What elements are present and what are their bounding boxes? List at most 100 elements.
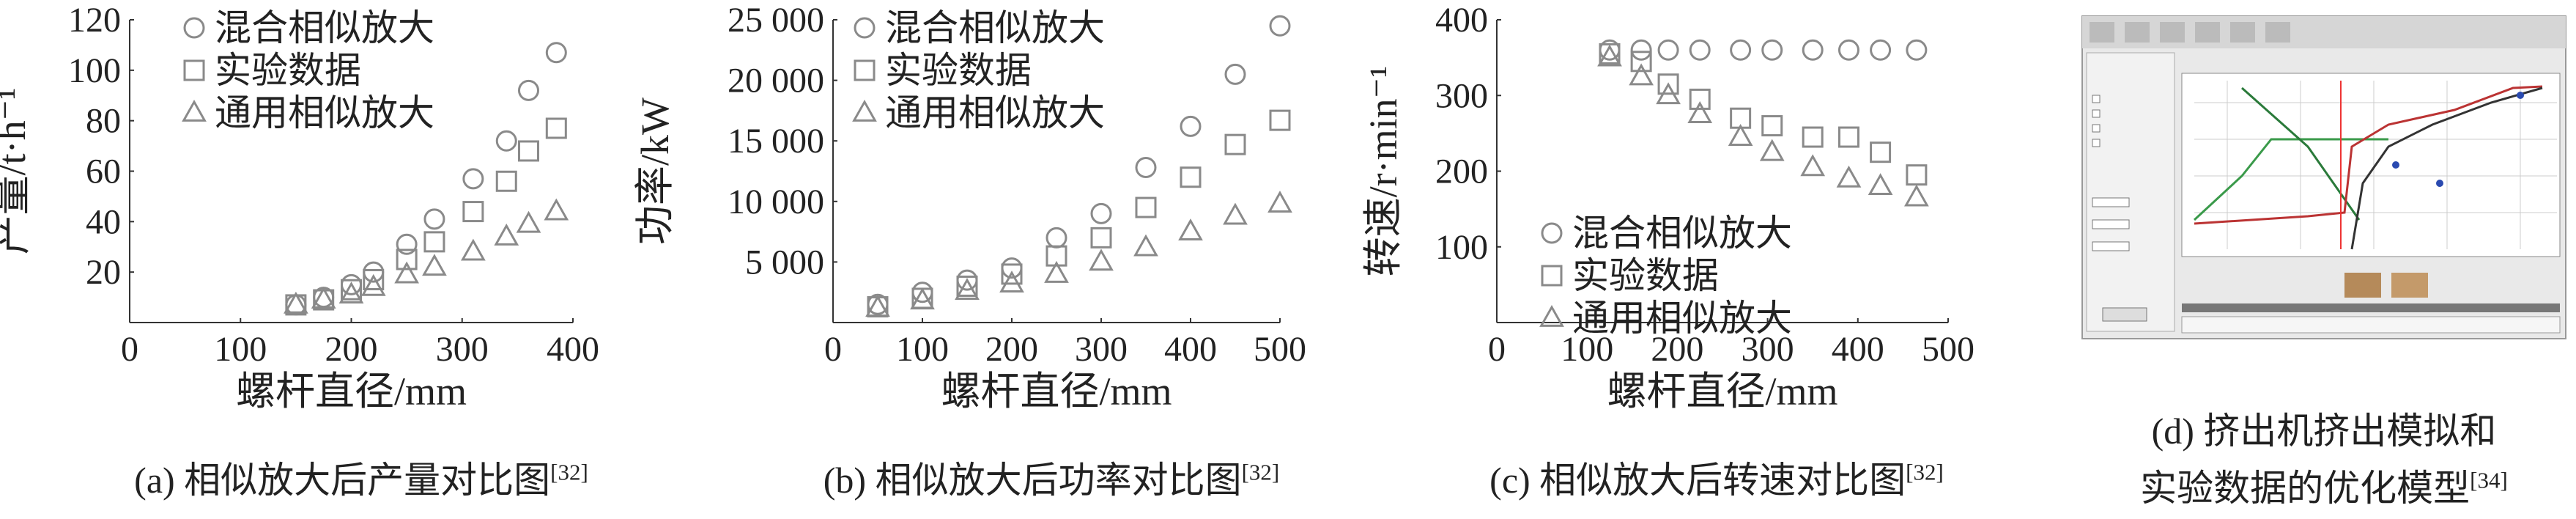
- marker-triangle: [1223, 202, 1248, 225]
- marker-circle: [1761, 39, 1783, 61]
- marker-triangle: [999, 270, 1024, 293]
- marker-triangle: [1687, 101, 1713, 123]
- caption: 实验数据的优化模型[34]: [2140, 468, 2508, 509]
- caption-ref: [32]: [1906, 460, 1944, 485]
- x-tick-label: 400: [547, 330, 599, 369]
- y-axis-title: 产量/t·h⁻¹: [0, 88, 34, 255]
- marker-square: [1541, 265, 1563, 287]
- software-screenshot: [2081, 15, 2566, 339]
- marker-triangle: [1133, 234, 1158, 257]
- marker-square: [518, 140, 539, 162]
- marker-circle: [1689, 39, 1711, 61]
- x-tick-label: 0: [1488, 330, 1506, 369]
- marker-triangle: [1759, 139, 1785, 161]
- y-tick-label: 5 000: [745, 243, 824, 281]
- x-tick-label: 100: [1561, 330, 1613, 369]
- marker-triangle: [1836, 165, 1862, 188]
- marker-square: [1802, 126, 1824, 148]
- y-tick-label: 80: [86, 102, 121, 141]
- x-tick-label: 400: [1832, 330, 1884, 369]
- legend-label: 实验数据: [885, 50, 1032, 91]
- marker-triangle: [461, 238, 486, 261]
- x-tick-label: 100: [214, 330, 267, 369]
- marker-square: [495, 170, 517, 192]
- y-tick-label: 25 000: [728, 1, 824, 40]
- legend-label: 混合相似放大: [885, 7, 1105, 48]
- x-tick-label: 200: [1651, 330, 1703, 369]
- marker-circle: [462, 168, 484, 190]
- y-tick-label: 40: [86, 202, 121, 241]
- marker-triangle: [360, 273, 386, 296]
- x-tick-label: 300: [1742, 330, 1794, 369]
- y-tick-label: 20: [86, 253, 121, 292]
- y-tick-label: 400: [1435, 1, 1488, 40]
- marker-circle: [1870, 39, 1892, 61]
- x-axis-title: 螺杆直径/mm: [941, 369, 1172, 413]
- marker-triangle: [1597, 44, 1622, 67]
- marker-circle: [545, 42, 567, 64]
- x-axis-title: 螺杆直径/mm: [1607, 369, 1837, 413]
- marker-triangle: [910, 287, 935, 310]
- marker-circle: [1730, 39, 1752, 61]
- marker-square: [956, 275, 978, 297]
- legend-label: 实验数据: [215, 50, 361, 91]
- marker-circle: [1090, 202, 1112, 224]
- marker-square: [1599, 43, 1621, 65]
- caption: (a) 相似放大后产量对比图[32]: [134, 460, 588, 501]
- caption-text: 实验数据的优化模型: [2140, 468, 2470, 509]
- legend-label: 通用相似放大: [215, 92, 434, 133]
- marker-triangle: [1089, 249, 1114, 271]
- marker-circle: [518, 79, 539, 101]
- y-tick-label: 20 000: [728, 62, 824, 100]
- marker-square: [341, 279, 362, 301]
- marker-triangle: [1539, 304, 1564, 327]
- marker-square: [1180, 166, 1202, 188]
- marker-circle: [911, 281, 933, 303]
- x-axis-title: 螺杆直径/mm: [236, 369, 467, 413]
- y-axis-title: 功率/kW: [633, 97, 677, 245]
- marker-triangle: [338, 281, 364, 304]
- caption-ref: [32]: [550, 460, 588, 485]
- marker-triangle: [284, 291, 308, 314]
- marker-circle: [423, 208, 445, 230]
- marker-triangle: [1044, 260, 1069, 283]
- marker-triangle: [852, 99, 877, 122]
- marker-square: [1269, 109, 1291, 131]
- x-tick-label: 300: [1075, 330, 1128, 369]
- marker-square: [462, 201, 484, 223]
- marker-triangle: [544, 198, 569, 221]
- marker-triangle: [422, 254, 447, 276]
- marker-triangle: [394, 261, 419, 284]
- marker-triangle: [1629, 63, 1654, 86]
- caption-text: (a) 相似放大后产量对比图: [134, 460, 550, 501]
- marker-triangle: [1656, 82, 1681, 105]
- marker-square: [1045, 245, 1067, 267]
- marker-square: [423, 231, 445, 253]
- marker-triangle: [1904, 184, 1929, 207]
- y-tick-label: 100: [1435, 228, 1488, 267]
- x-tick-label: 100: [896, 330, 949, 369]
- marker-square: [1001, 263, 1023, 285]
- marker-square: [1837, 126, 1859, 148]
- y-tick-label: 300: [1435, 76, 1488, 115]
- legend-label: 混合相似放大: [1572, 213, 1792, 254]
- marker-triangle: [311, 287, 336, 309]
- caption-text: (c) 相似放大后转速对比图: [1489, 460, 1906, 501]
- marker-triangle: [865, 295, 890, 317]
- legend-label: 通用相似放大: [885, 92, 1105, 133]
- marker-circle: [1837, 39, 1859, 61]
- caption: (c) 相似放大后转速对比图[32]: [1489, 460, 1944, 501]
- marker-square: [183, 59, 205, 81]
- marker-square: [1870, 141, 1892, 163]
- marker-square: [1761, 115, 1783, 137]
- marker-circle: [1269, 15, 1291, 37]
- marker-square: [1657, 73, 1679, 95]
- x-tick-label: 0: [824, 330, 842, 369]
- marker-triangle: [1728, 124, 1753, 146]
- caption-text: (b) 相似放大后功率对比图: [823, 460, 1242, 501]
- y-tick-label: 200: [1435, 152, 1488, 191]
- marker-circle: [854, 17, 876, 39]
- marker-triangle: [516, 210, 541, 233]
- marker-triangle: [182, 99, 207, 122]
